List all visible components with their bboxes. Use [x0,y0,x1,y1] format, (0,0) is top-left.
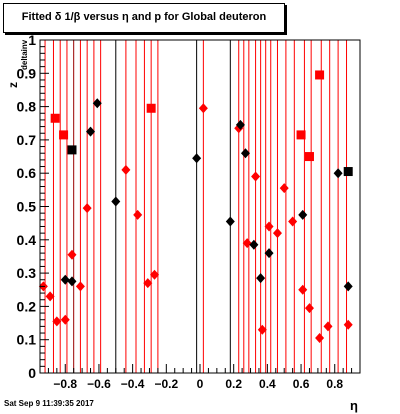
y-tick-label: 1 [28,32,36,48]
marker-diamond-red-2 [52,316,62,327]
data-markers [38,70,353,344]
y-tick-label: 0.1 [17,332,37,348]
x-axis-ticks: −0.8 −0.6 −0.4 −0.2 0 0.2 0.4 0.6 0.8 [47,364,353,391]
marker-diamond-black-2 [86,126,96,137]
x-tick-label: 0.2 [225,377,242,391]
marker-diamond-black-13 [333,168,343,179]
marker-diamond-red-23 [323,321,333,332]
marker-diamond-red-11 [198,103,208,114]
marker-diamond-black-8 [240,148,250,159]
marker-diamond-black-1 [67,276,77,287]
y-tick-label: 0.4 [17,232,37,248]
y-tick-label: 0.2 [17,298,37,314]
marker-diamond-red-22 [315,333,325,344]
x-tick-label: −0.4 [121,377,145,391]
y-tick-label: 0.8 [17,99,37,115]
marker-diamond-red-8 [133,209,143,220]
marker-square-red-3 [296,130,306,140]
marker-diamond-red-3 [60,314,70,325]
y-axis-label-sub: deltainv [20,39,29,70]
marker-square-black-1 [343,167,353,177]
x-tick-label: −0.2 [154,377,178,391]
marker-diamond-red-6 [82,203,92,214]
marker-diamond-red-15 [257,324,267,335]
y-tick-label: 0.5 [17,199,37,215]
marker-square-red-1 [59,130,69,140]
x-tick-label: 0.8 [326,377,343,391]
marker-diamond-red-13 [242,238,252,249]
marker-square-red-4 [304,152,314,162]
y-tick-label: 0.7 [17,132,37,148]
marker-diamond-black-4 [111,196,121,207]
marker-diamond-red-14 [251,171,261,182]
marker-square-black-0 [67,145,77,155]
marker-diamond-black-7 [235,119,245,130]
marker-diamond-black-9 [249,239,259,250]
marker-diamond-red-9 [143,278,153,289]
x-tick-label: −0.6 [87,377,111,391]
marker-diamond-red-10 [150,269,160,280]
marker-diamond-red-4 [67,249,77,260]
footer-timestamp: Sat Sep 9 11:39:35 2017 [4,399,94,408]
y-tick-label: 0.6 [17,165,37,181]
y-axis-ticks: 0 0.1 0.2 0.3 0.4 0.5 0.6 0.7 0.8 0.9 1 [17,32,49,381]
marker-diamond-black-12 [298,209,308,220]
marker-diamond-black-14 [343,281,353,292]
x-tick-label: 0.4 [259,377,276,391]
y-tick-label: 0.9 [17,65,37,81]
y-tick-label: 0 [28,365,36,381]
marker-diamond-red-1 [45,291,55,302]
chart-title: Fitted δ 1/β versus η and p for Global d… [21,11,267,23]
vertical-error-lines [44,40,348,373]
marker-diamond-red-24 [343,319,353,330]
title-box: Fitted δ 1/β versus η and p for Global d… [3,3,285,33]
marker-diamond-black-11 [264,248,274,259]
marker-square-red-0 [50,113,60,123]
x-tick-label: 0 [197,377,204,391]
marker-diamond-black-5 [192,153,202,164]
y-tick-label: 0.3 [17,265,37,281]
y-axis-label-main: z [6,82,20,88]
marker-diamond-red-21 [304,303,314,314]
marker-diamond-red-19 [288,216,298,227]
marker-diamond-red-5 [75,281,85,292]
marker-diamond-black-6 [225,216,235,227]
marker-diamond-black-3 [92,98,102,109]
marker-square-red-5 [315,70,325,80]
marker-diamond-red-17 [272,228,282,239]
x-axis-label: η [350,398,358,413]
marker-diamond-red-7 [121,164,131,175]
marker-diamond-black-0 [60,274,70,285]
marker-diamond-red-16 [264,221,274,232]
marker-diamond-black-10 [256,273,266,284]
marker-diamond-red-18 [279,183,289,194]
x-tick-label: 0.6 [293,377,310,391]
marker-square-red-2 [146,103,156,113]
marker-diamond-red-20 [298,284,308,295]
x-tick-label: −0.8 [53,377,77,391]
